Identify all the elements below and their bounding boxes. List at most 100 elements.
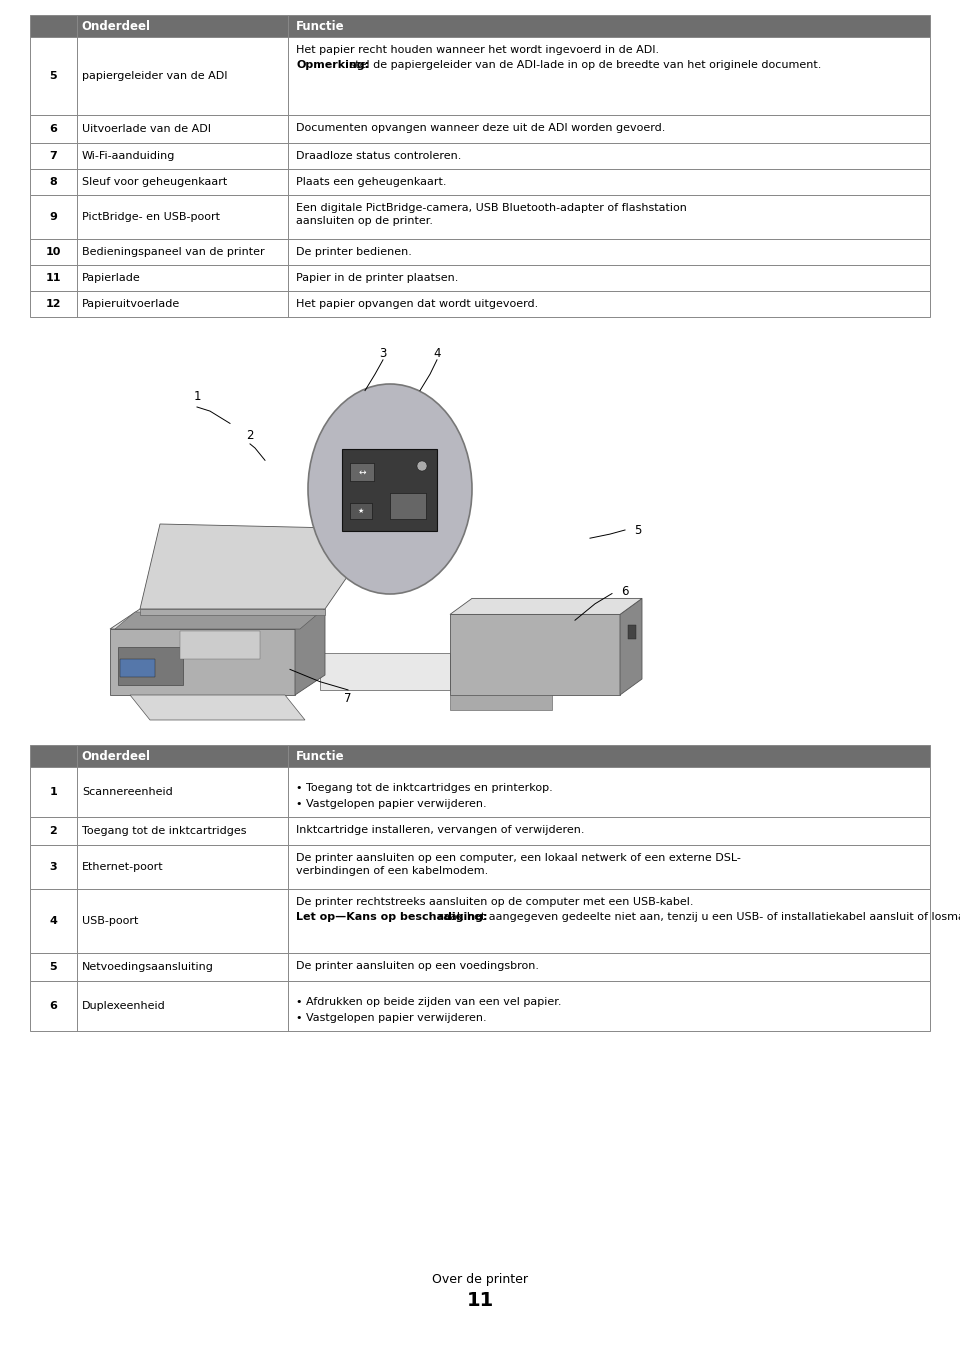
Text: Het papier recht houden wanneer het wordt ingevoerd in de ADI.: Het papier recht houden wanneer het word… (297, 44, 660, 55)
Bar (30, 816, 930, 845)
Text: 5: 5 (635, 523, 641, 537)
Bar (30, 745, 930, 767)
Text: Ethernet-poort: Ethernet-poort (82, 862, 163, 872)
Text: Onderdeel: Onderdeel (82, 749, 151, 763)
Text: 2: 2 (247, 429, 253, 443)
Text: raak het aangegeven gedeelte niet aan, tenzij u een USB- of installatiekabel aan: raak het aangegeven gedeelte niet aan, t… (435, 912, 960, 923)
Text: De printer aansluiten op een voedingsbron.: De printer aansluiten op een voedingsbro… (297, 960, 540, 971)
Text: 6: 6 (621, 585, 629, 599)
Bar (30, 767, 930, 816)
Text: De printer rechtstreeks aansluiten op de computer met een USB-kabel.: De printer rechtstreeks aansluiten op de… (297, 897, 694, 907)
Text: papiergeleider van de ADI: papiergeleider van de ADI (82, 71, 228, 81)
Text: Draadloze status controleren.: Draadloze status controleren. (297, 151, 462, 161)
Polygon shape (450, 695, 552, 710)
Text: Functie: Functie (297, 749, 345, 763)
Text: 1: 1 (193, 390, 201, 403)
Bar (30, 239, 930, 265)
Polygon shape (115, 612, 320, 629)
Text: De printer aansluiten op een computer, een lokaal netwerk of een externe DSL-: De printer aansluiten op een computer, e… (297, 853, 741, 863)
Polygon shape (140, 525, 380, 609)
Polygon shape (295, 609, 325, 695)
Text: De printer bedienen.: De printer bedienen. (297, 247, 412, 257)
Bar (390, 494, 426, 519)
Text: Bedieningspaneel van de printer: Bedieningspaneel van de printer (82, 247, 264, 257)
Text: verbindingen of een kabelmodem.: verbindingen of een kabelmodem. (297, 866, 489, 876)
Bar (30, 845, 930, 889)
Bar (30, 116, 930, 143)
Text: 1: 1 (50, 787, 58, 798)
Text: PictBridge- en USB-poort: PictBridge- en USB-poort (82, 213, 220, 222)
Text: USB-poort: USB-poort (82, 916, 138, 925)
Text: 7: 7 (50, 151, 58, 161)
Bar (180, 631, 260, 659)
Bar (30, 15, 930, 38)
Polygon shape (110, 609, 325, 629)
Text: Het papier opvangen dat wordt uitgevoerd.: Het papier opvangen dat wordt uitgevoerd… (297, 299, 539, 309)
Bar (30, 954, 930, 981)
Polygon shape (110, 629, 295, 695)
Text: 2: 2 (50, 826, 58, 837)
Bar (30, 981, 930, 1032)
Text: 6: 6 (50, 124, 58, 134)
Polygon shape (620, 599, 642, 695)
Text: • Toegang tot de inktcartridges en printerkop.: • Toegang tot de inktcartridges en print… (297, 783, 553, 794)
Bar (30, 38, 930, 116)
Text: Netvoedingsaansluiting: Netvoedingsaansluiting (82, 962, 214, 972)
Text: 11: 11 (46, 273, 61, 282)
Text: 3: 3 (50, 862, 58, 872)
Text: stel de papiergeleider van de ADI-lade in op de breedte van het originele docume: stel de papiergeleider van de ADI-lade i… (346, 61, 821, 70)
Text: 12: 12 (46, 299, 61, 309)
Polygon shape (130, 695, 305, 720)
Bar (30, 143, 930, 169)
Bar (350, 503, 372, 519)
Bar (628, 625, 636, 639)
Text: Let op—Kans op beschadiging:: Let op—Kans op beschadiging: (297, 912, 488, 923)
Text: Scannereenheid: Scannereenheid (82, 787, 173, 798)
Text: 6: 6 (50, 1001, 58, 1011)
Text: ★: ★ (358, 508, 364, 514)
Polygon shape (450, 615, 620, 695)
Polygon shape (320, 654, 450, 690)
Text: aansluiten op de printer.: aansluiten op de printer. (297, 217, 433, 226)
Text: 4: 4 (433, 347, 441, 360)
Bar (30, 889, 930, 954)
Text: • Afdrukken op beide zijden van een vel papier.: • Afdrukken op beide zijden van een vel … (297, 997, 562, 1007)
Text: Uitvoerlade van de ADI: Uitvoerlade van de ADI (82, 124, 211, 134)
Circle shape (417, 461, 427, 471)
Text: Papier in de printer plaatsen.: Papier in de printer plaatsen. (297, 273, 459, 282)
Ellipse shape (308, 385, 472, 594)
Text: Sleuf voor geheugenkaart: Sleuf voor geheugenkaart (82, 178, 228, 187)
Bar (30, 291, 930, 317)
Text: Plaats een geheugenkaart.: Plaats een geheugenkaart. (297, 178, 446, 187)
Text: Papierlade: Papierlade (82, 273, 140, 282)
Text: 5: 5 (50, 962, 58, 972)
Bar (30, 195, 930, 239)
Text: Inktcartridge installeren, vervangen of verwijderen.: Inktcartridge installeren, vervangen of … (297, 824, 585, 835)
Text: Documenten opvangen wanneer deze uit de ADI worden gevoerd.: Documenten opvangen wanneer deze uit de … (297, 122, 665, 133)
Text: 10: 10 (46, 247, 61, 257)
Text: Wi-Fi-aanduiding: Wi-Fi-aanduiding (82, 151, 175, 161)
Text: Duplexeenheid: Duplexeenheid (82, 1001, 165, 1011)
Text: Papieruitvoerlade: Papieruitvoerlade (82, 299, 180, 309)
Text: ↔: ↔ (358, 468, 366, 476)
Bar (30, 265, 930, 291)
Text: Over de printer: Over de printer (432, 1272, 528, 1286)
Polygon shape (450, 599, 642, 615)
Text: • Vastgelopen papier verwijderen.: • Vastgelopen papier verwijderen. (297, 799, 487, 808)
Text: • Vastgelopen papier verwijderen.: • Vastgelopen papier verwijderen. (297, 1013, 487, 1024)
Text: 8: 8 (50, 178, 58, 187)
Text: 5: 5 (50, 71, 58, 81)
Text: 11: 11 (467, 1291, 493, 1310)
Bar (120, 659, 155, 677)
Bar (342, 449, 437, 531)
Text: 3: 3 (379, 347, 387, 360)
Polygon shape (140, 609, 325, 615)
Bar (118, 647, 183, 685)
Text: 9: 9 (50, 213, 58, 222)
Text: Functie: Functie (297, 19, 345, 32)
Text: 4: 4 (50, 916, 58, 925)
Bar (30, 169, 930, 195)
Text: Onderdeel: Onderdeel (82, 19, 151, 32)
Text: Een digitale PictBridge-camera, USB Bluetooth-adapter of flashstation: Een digitale PictBridge-camera, USB Blue… (297, 203, 687, 213)
Text: Toegang tot de inktcartridges: Toegang tot de inktcartridges (82, 826, 247, 837)
